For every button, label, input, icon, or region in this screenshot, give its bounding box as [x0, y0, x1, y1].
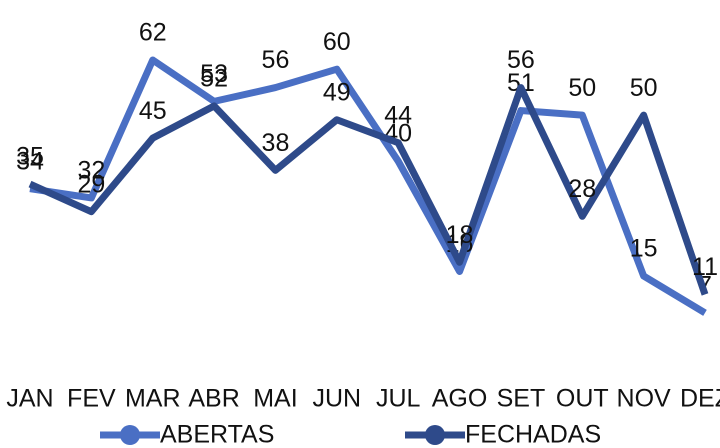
data-label: 45: [139, 97, 167, 125]
data-label: 60: [323, 28, 351, 56]
data-label: 52: [200, 65, 228, 93]
x-tick-label: NOV: [617, 385, 672, 413]
x-tick-label: MAI: [253, 385, 297, 413]
legend-label: FECHADAS: [465, 421, 601, 448]
x-tick-label: ABR: [188, 385, 239, 413]
data-label: 28: [568, 175, 596, 203]
x-tick-label: AGO: [432, 385, 488, 413]
data-label: 44: [384, 101, 412, 129]
data-label: 50: [568, 74, 596, 102]
data-label: 29: [77, 170, 105, 198]
data-label: 34: [16, 147, 44, 175]
data-label: 56: [262, 46, 290, 74]
data-label: 15: [630, 235, 658, 263]
data-label: 32: [77, 157, 105, 185]
x-tick-label: JUL: [376, 385, 421, 413]
series-line: [28, 84, 709, 296]
data-label: 53: [200, 60, 228, 88]
data-label: 56: [507, 46, 535, 74]
series-line: [29, 56, 707, 316]
x-tick-label: SET: [497, 385, 546, 413]
x-tick-label: JUN: [313, 385, 362, 413]
legend-marker: [425, 425, 445, 445]
x-tick-label: FEV: [67, 385, 116, 413]
x-tick-label: DEZ: [680, 385, 720, 413]
x-tick-label: JAN: [6, 385, 53, 413]
legend-marker: [120, 425, 140, 445]
x-tick-label: MAR: [125, 385, 181, 413]
data-label: 50: [630, 74, 658, 102]
data-label: 38: [262, 129, 290, 157]
data-label: 35: [16, 143, 44, 171]
data-label: 49: [323, 78, 351, 106]
legend-label: ABERTAS: [160, 421, 274, 448]
x-tick-label: OUT: [556, 385, 609, 413]
data-label: 18: [446, 221, 474, 249]
data-label: 11: [692, 253, 718, 281]
data-label: 62: [139, 19, 167, 47]
